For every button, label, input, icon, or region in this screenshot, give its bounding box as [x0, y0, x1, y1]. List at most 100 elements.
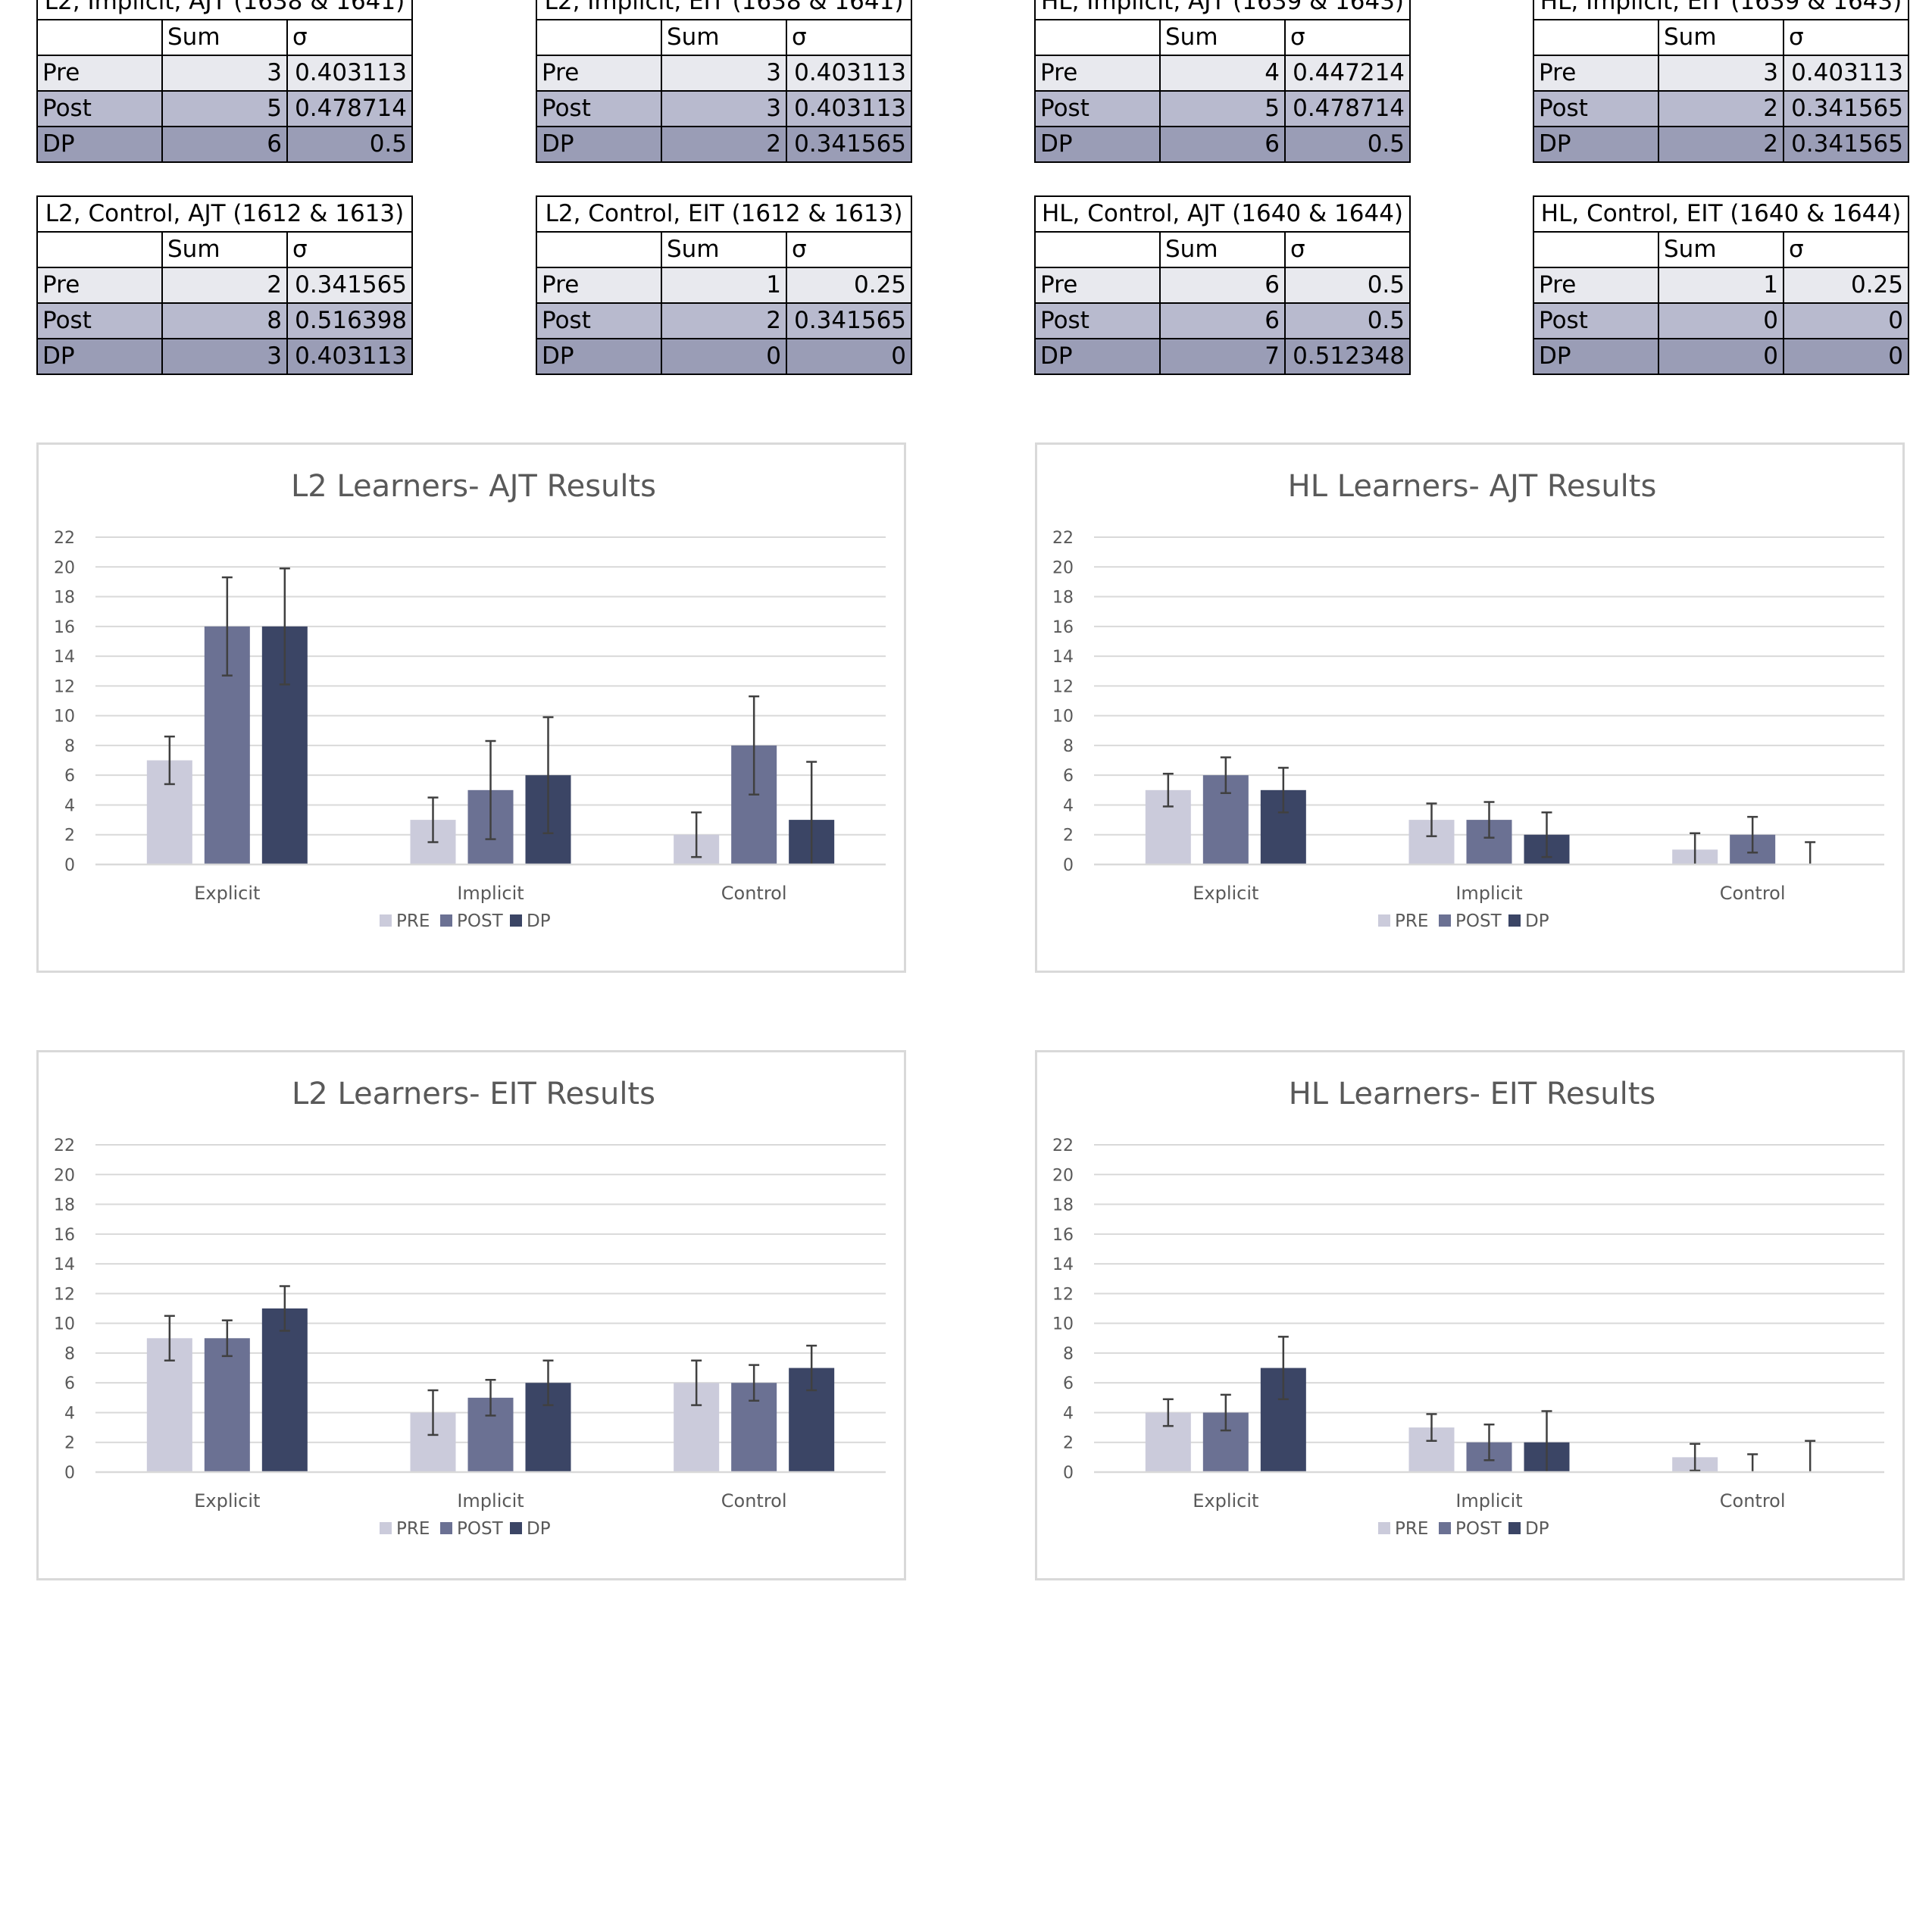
sum-cell: 1 [1658, 267, 1784, 304]
row-label: DP [1034, 338, 1161, 375]
sum-cell: 6 [1159, 302, 1286, 339]
row-label: DP [1533, 338, 1659, 375]
legend-label: POST [457, 1519, 504, 1539]
sum-cell: 2 [1658, 90, 1784, 127]
table-row: DP 0 0 [536, 338, 913, 375]
sigma-cell: 0.341565 [785, 302, 913, 339]
legend-swatch [1508, 1522, 1521, 1534]
y-tick-label: 16 [1052, 1226, 1074, 1245]
legend-swatch [510, 914, 522, 927]
sigma-cell: 0.478714 [1283, 90, 1411, 127]
table-row: Post 3 0.403113 [536, 90, 913, 127]
row-label: Pre [536, 267, 662, 304]
table-row: DP 6 0.5 [1034, 126, 1411, 163]
column-header [536, 231, 662, 268]
row-label: Post [1034, 90, 1161, 127]
y-tick-label: 22 [54, 529, 75, 548]
row-label: DP [536, 126, 662, 163]
sum-cell: 3 [1658, 55, 1784, 92]
column-header [1034, 231, 1161, 268]
column-header: σ [785, 231, 913, 268]
y-tick-label: 8 [64, 1345, 75, 1364]
row-label: Post [1034, 302, 1161, 339]
sigma-cell: 0.341565 [785, 126, 913, 163]
row-label: Pre [1034, 267, 1161, 304]
sum-cell: 2 [661, 126, 787, 163]
sum-cell: 3 [161, 338, 288, 375]
sum-cell: 6 [161, 126, 288, 163]
bar [261, 1308, 308, 1472]
x-tick-label: Explicit [1193, 883, 1258, 904]
row-label: Post [1533, 302, 1659, 339]
y-tick-label: 0 [1063, 856, 1074, 875]
row-label: Pre [1533, 267, 1659, 304]
y-tick-label: 10 [1052, 708, 1074, 727]
table-row: Post 6 0.5 [1034, 302, 1411, 339]
sigma-cell: 0.5 [286, 126, 413, 163]
sigma-cell: 0.5 [1283, 126, 1411, 163]
row-label: Pre [536, 55, 662, 92]
sum-cell: 5 [1159, 90, 1286, 127]
legend-label: DP [527, 911, 551, 931]
x-tick-label: Implicit [1455, 1490, 1522, 1512]
y-tick-label: 4 [1063, 796, 1074, 815]
sigma-cell: 0.512348 [1284, 338, 1411, 375]
legend-swatch [1439, 1522, 1451, 1534]
legend-swatch [440, 1522, 452, 1534]
table-row: Pre 3 0.403113 [1533, 55, 1909, 92]
stats-table: HL, Implicit, AJT (1639 & 1643) Sum σ Pre 4 0… [1033, 0, 1411, 163]
y-tick-label: 18 [1052, 1196, 1074, 1215]
column-header: σ [286, 231, 414, 268]
legend-swatch [1378, 1522, 1390, 1534]
sum-cell: 2 [661, 302, 787, 339]
table-row: DP 7 0.512348 [1034, 338, 1411, 375]
column-header [1533, 19, 1659, 56]
table-row: Pre 1 0.25 [536, 267, 913, 304]
column-header: Sum [1159, 19, 1286, 56]
y-tick-label: 14 [54, 1255, 75, 1274]
row-label: DP [1034, 126, 1161, 163]
stats-table: HL, Control, AJT (1640 & 1644) Sum σ Pre 6 0.… [1034, 195, 1411, 375]
x-tick-label: Control [721, 1490, 787, 1512]
table-title: HL, Implicit, AJT (1639 & 1643) [1033, 0, 1411, 20]
x-tick-label: Implicit [1455, 883, 1522, 904]
column-header: σ [785, 19, 913, 56]
sum-cell: 3 [161, 55, 288, 92]
stats-table: L2, Control, EIT (1612 & 1613) Sum σ Pre 1 0.… [535, 195, 913, 375]
column-header [536, 19, 662, 56]
table-title: L2, Implicit, EIT (1638 & 1641) [535, 0, 913, 20]
row-label: Pre [1533, 55, 1659, 92]
table-row: Pre 2 0.341565 [36, 267, 414, 304]
y-tick-label: 2 [1063, 827, 1074, 846]
sigma-cell: 0.341565 [1783, 90, 1909, 127]
sigma-cell: 0.5 [1284, 267, 1411, 304]
legend-label: DP [527, 1519, 551, 1539]
y-tick-label: 4 [64, 1404, 75, 1423]
legend-label: POST [457, 911, 504, 931]
y-tick-label: 10 [54, 1315, 75, 1334]
legend-label: PRE [396, 1519, 430, 1539]
legend-label: POST [1455, 911, 1502, 931]
legend-label: PRE [1395, 1519, 1428, 1539]
y-tick-label: 0 [1063, 1464, 1074, 1483]
sum-cell: 3 [661, 55, 787, 92]
y-tick-label: 4 [1063, 1404, 1074, 1423]
sigma-cell: 0.447214 [1283, 55, 1411, 92]
stats-table: L2, Control, AJT (1612 & 1613) Sum σ Pre 2 0.… [36, 195, 414, 375]
table-title: L2, Control, EIT (1612 & 1613) [535, 195, 913, 233]
sigma-cell: 0.403113 [286, 55, 413, 92]
y-tick-label: 20 [1052, 558, 1074, 577]
y-tick-label: 22 [1052, 1136, 1074, 1155]
y-tick-label: 2 [64, 827, 75, 846]
row-label: DP [36, 338, 163, 375]
table-title: L2, Implicit, AJT (1638 & 1641) [36, 0, 413, 20]
y-tick-label: 20 [54, 558, 75, 577]
sum-cell: 6 [1159, 126, 1286, 163]
sigma-cell: 0.341565 [286, 267, 414, 304]
legend-swatch [440, 914, 452, 927]
row-label: DP [536, 338, 662, 375]
sum-cell: 7 [1159, 338, 1286, 375]
bar-chart: HL Learners- EIT Results 0 2 4 6 8 10 12 14 16 18 2… [1035, 1050, 1905, 1580]
chart-svg: L2 Learners- EIT Results 0 2 4 6 8 10 12 14 16 18 2… [54, 1077, 886, 1539]
y-tick-label: 18 [54, 589, 75, 608]
